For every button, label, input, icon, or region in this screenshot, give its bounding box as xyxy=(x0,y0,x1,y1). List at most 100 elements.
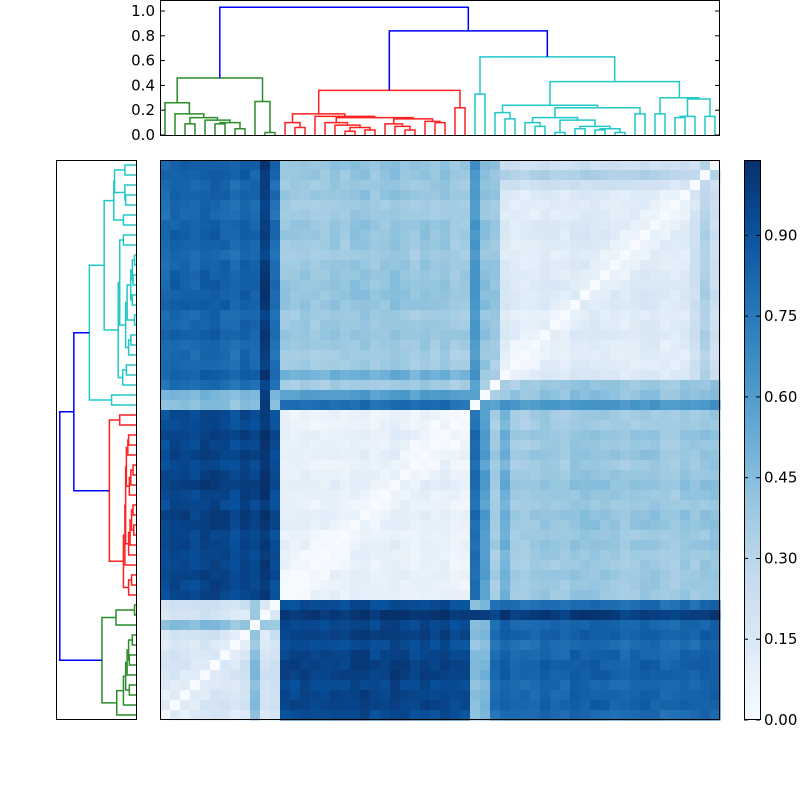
heatmap-cell xyxy=(520,600,531,611)
heatmap-cell xyxy=(350,560,361,571)
heatmap-cell xyxy=(390,680,401,691)
heatmap-cell xyxy=(580,610,591,621)
heatmap-cell xyxy=(680,170,691,181)
heatmap-cell xyxy=(680,600,691,611)
heatmap-cell xyxy=(170,440,181,451)
heatmap-cell xyxy=(350,700,361,711)
heatmap-cell xyxy=(470,220,481,231)
heatmap-cell xyxy=(480,420,491,431)
heatmap-cell xyxy=(380,670,391,681)
heatmap-cell xyxy=(220,340,231,351)
dendrogram-link xyxy=(404,129,416,135)
heatmap-cell xyxy=(430,700,441,711)
heatmap-cell xyxy=(410,430,421,441)
heatmap-cell xyxy=(690,300,701,311)
heatmap-cell xyxy=(300,690,311,701)
heatmap-cell xyxy=(260,160,271,171)
heatmap-cell xyxy=(710,540,721,551)
heatmap-cell xyxy=(610,430,621,441)
heatmap-cell xyxy=(650,540,661,551)
heatmap-cell xyxy=(480,260,491,271)
heatmap-cell xyxy=(500,310,511,321)
heatmap-cell xyxy=(250,270,261,281)
heatmap-cell xyxy=(700,340,711,351)
heatmap-cell xyxy=(420,650,431,661)
heatmap-cell xyxy=(540,500,551,511)
heatmap-cell xyxy=(620,300,631,311)
heatmap-cell xyxy=(210,420,221,431)
heatmap-cell xyxy=(360,160,371,171)
heatmap-cell xyxy=(560,160,571,171)
heatmap-cell xyxy=(570,670,581,681)
heatmap-cell xyxy=(450,660,461,671)
heatmap-cell xyxy=(560,180,571,191)
heatmap-cell xyxy=(300,680,311,691)
heatmap-cell xyxy=(480,680,491,691)
heatmap-cell xyxy=(400,420,411,431)
heatmap-cell xyxy=(320,450,331,461)
heatmap-cell xyxy=(460,190,471,201)
heatmap-cell xyxy=(690,620,701,631)
heatmap-cell xyxy=(580,700,591,711)
dendrogram-link xyxy=(132,504,136,516)
heatmap-cell xyxy=(360,540,371,551)
heatmap-cell xyxy=(220,540,231,551)
heatmap-cell xyxy=(330,630,341,641)
heatmap-cell xyxy=(300,700,311,711)
heatmap-cell xyxy=(590,710,601,721)
heatmap-cell xyxy=(480,510,491,521)
heatmap-cell xyxy=(300,570,311,581)
heatmap-cell xyxy=(530,320,541,331)
heatmap-cell xyxy=(330,330,341,341)
heatmap-cell xyxy=(290,560,301,571)
heatmap-cell xyxy=(300,310,311,321)
heatmap-cell xyxy=(410,620,421,631)
heatmap-cell xyxy=(210,650,221,661)
heatmap-cell xyxy=(240,500,251,511)
heatmap-cell xyxy=(590,310,601,321)
heatmap-cell xyxy=(530,410,541,421)
heatmap-cell xyxy=(420,680,431,691)
heatmap-cell xyxy=(550,340,561,351)
heatmap-cell xyxy=(480,550,491,561)
heatmap-cell xyxy=(190,630,201,641)
heatmap-cell xyxy=(590,480,601,491)
heatmap-cell xyxy=(260,440,271,451)
heatmap-cell xyxy=(570,700,581,711)
heatmap-cell xyxy=(460,170,471,181)
heatmap-cell xyxy=(670,220,681,231)
heatmap-cell xyxy=(620,260,631,271)
heatmap-cell xyxy=(460,700,471,711)
heatmap-cell xyxy=(200,270,211,281)
heatmap-cell xyxy=(440,290,451,301)
heatmap-cell xyxy=(220,220,231,231)
heatmap-cell xyxy=(510,300,521,311)
heatmap xyxy=(160,160,721,721)
heatmap-cell xyxy=(450,380,461,391)
heatmap-cell xyxy=(410,330,421,341)
heatmap-cell xyxy=(450,590,461,601)
heatmap-cell xyxy=(350,250,361,261)
heatmap-cell xyxy=(630,420,641,431)
heatmap-cell xyxy=(200,390,211,401)
heatmap-cell xyxy=(570,480,581,491)
heatmap-cell xyxy=(210,500,221,511)
heatmap-cell xyxy=(420,320,431,331)
heatmap-cell xyxy=(330,210,341,221)
heatmap-cell xyxy=(710,520,721,531)
heatmap-cell xyxy=(320,230,331,241)
heatmap-cell xyxy=(500,530,511,541)
heatmap-cell xyxy=(520,590,531,601)
heatmap-cell xyxy=(260,230,271,241)
heatmap-cell xyxy=(600,160,611,171)
heatmap-cell xyxy=(530,350,541,361)
heatmap-cell xyxy=(280,440,291,451)
heatmap-cell xyxy=(460,580,471,591)
heatmap-cell xyxy=(510,290,521,301)
heatmap-cell xyxy=(190,670,201,681)
heatmap-cell xyxy=(570,230,581,241)
heatmap-cell xyxy=(230,530,241,541)
heatmap-cell xyxy=(310,610,321,621)
heatmap-cell xyxy=(700,610,711,621)
heatmap-cell xyxy=(400,240,411,251)
